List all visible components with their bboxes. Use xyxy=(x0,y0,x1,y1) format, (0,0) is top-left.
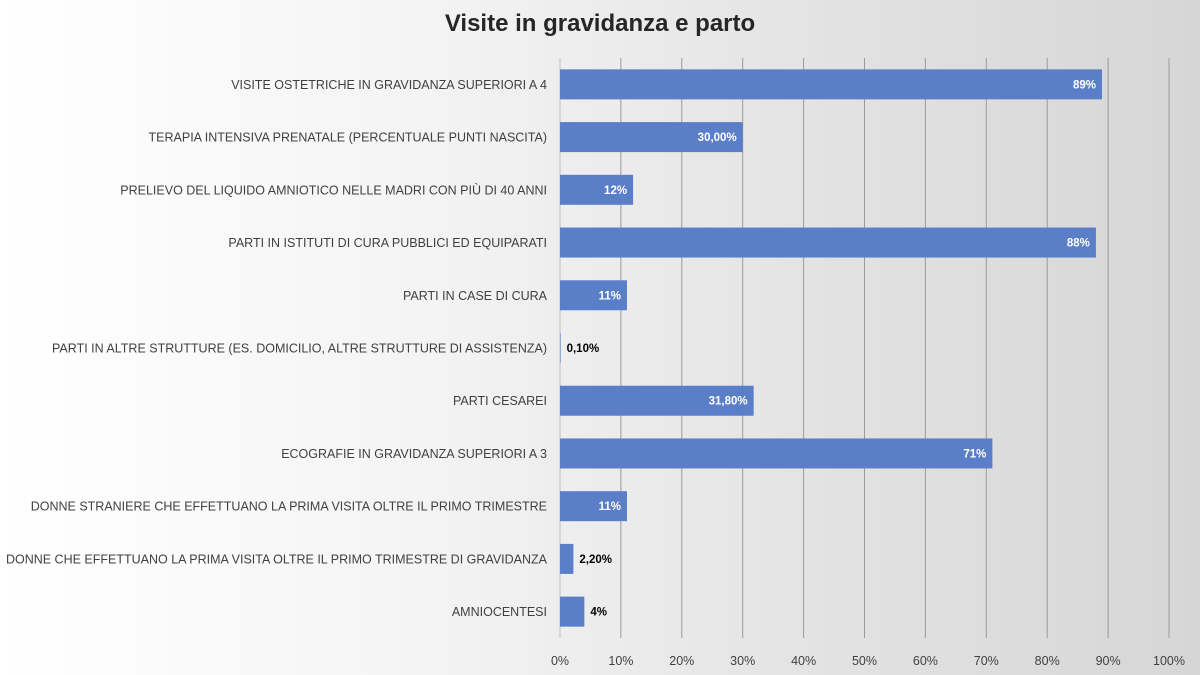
x-tick-label: 0% xyxy=(551,654,569,668)
category-label: VISITE OSTETRICHE IN GRAVIDANZA SUPERIOR… xyxy=(231,78,547,92)
x-tick-label: 100% xyxy=(1153,654,1185,668)
bar xyxy=(560,174,634,205)
x-tick-label: 20% xyxy=(669,654,694,668)
x-tick-label: 30% xyxy=(730,654,755,668)
bar xyxy=(560,280,627,311)
bar xyxy=(560,385,754,416)
category-label: PARTI IN CASE DI CURA xyxy=(403,289,548,303)
data-label: 11% xyxy=(599,501,621,513)
x-tick-label: 70% xyxy=(974,654,999,668)
bar xyxy=(560,333,561,363)
x-tick-label: 60% xyxy=(913,654,938,668)
x-tick-label: 50% xyxy=(852,654,877,668)
x-tick-label: 10% xyxy=(608,654,633,668)
data-label: 89% xyxy=(1073,79,1096,91)
category-label: PRELIEVO DEL LIQUIDO AMNIOTICO NELLE MAD… xyxy=(120,182,547,197)
data-label: 0,10% xyxy=(567,343,600,355)
bar xyxy=(560,69,1103,100)
category-label: ECOGRAFIE IN GRAVIDANZA SUPERIORI A 3 xyxy=(281,447,547,461)
bar xyxy=(560,227,1096,258)
bar xyxy=(560,491,627,522)
data-label: 31,80% xyxy=(709,396,748,408)
bar xyxy=(560,122,743,153)
category-label: TERAPIA INTENSIVA PRENATALE (PERCENTUALE… xyxy=(149,131,547,145)
category-label: PARTI IN ISTITUTI DI CURA PUBBLICI ED EQ… xyxy=(228,236,547,250)
chart-title: Visite in gravidanza e parto xyxy=(444,10,756,37)
category-label: DONNE STRANIERE CHE EFFETTUANO LA PRIMA … xyxy=(31,500,547,514)
data-label: 88% xyxy=(1067,238,1090,250)
category-label: DONNE CHE EFFETTUANO LA PRIMA VISITA OLT… xyxy=(6,552,548,566)
bar xyxy=(560,438,993,469)
x-tick-label: 80% xyxy=(1035,654,1060,668)
data-label: 4% xyxy=(590,607,607,619)
category-label: PARTI IN ALTRE STRUTTURE (ES. DOMICILIO,… xyxy=(52,342,547,356)
data-label: 71% xyxy=(963,448,986,460)
data-label: 12% xyxy=(604,185,627,197)
data-label: 2,20% xyxy=(579,554,612,566)
data-label: 11% xyxy=(599,290,621,302)
x-tick-label: 90% xyxy=(1096,654,1121,668)
category-label: PARTI CESAREI xyxy=(453,394,547,408)
bar xyxy=(560,543,574,574)
data-label: 30,00% xyxy=(698,132,737,144)
category-label: AMNIOCENTESI xyxy=(452,605,547,619)
x-tick-label: 40% xyxy=(791,654,816,668)
bar xyxy=(560,596,585,627)
